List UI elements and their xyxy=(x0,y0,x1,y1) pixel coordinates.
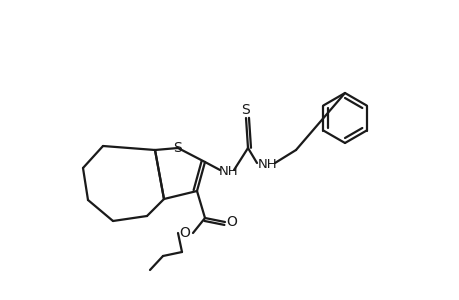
Text: S: S xyxy=(173,141,182,155)
Text: S: S xyxy=(241,103,250,117)
Text: NH: NH xyxy=(257,158,277,170)
Text: O: O xyxy=(179,226,190,240)
Text: NH: NH xyxy=(218,164,238,178)
Text: O: O xyxy=(226,215,237,229)
